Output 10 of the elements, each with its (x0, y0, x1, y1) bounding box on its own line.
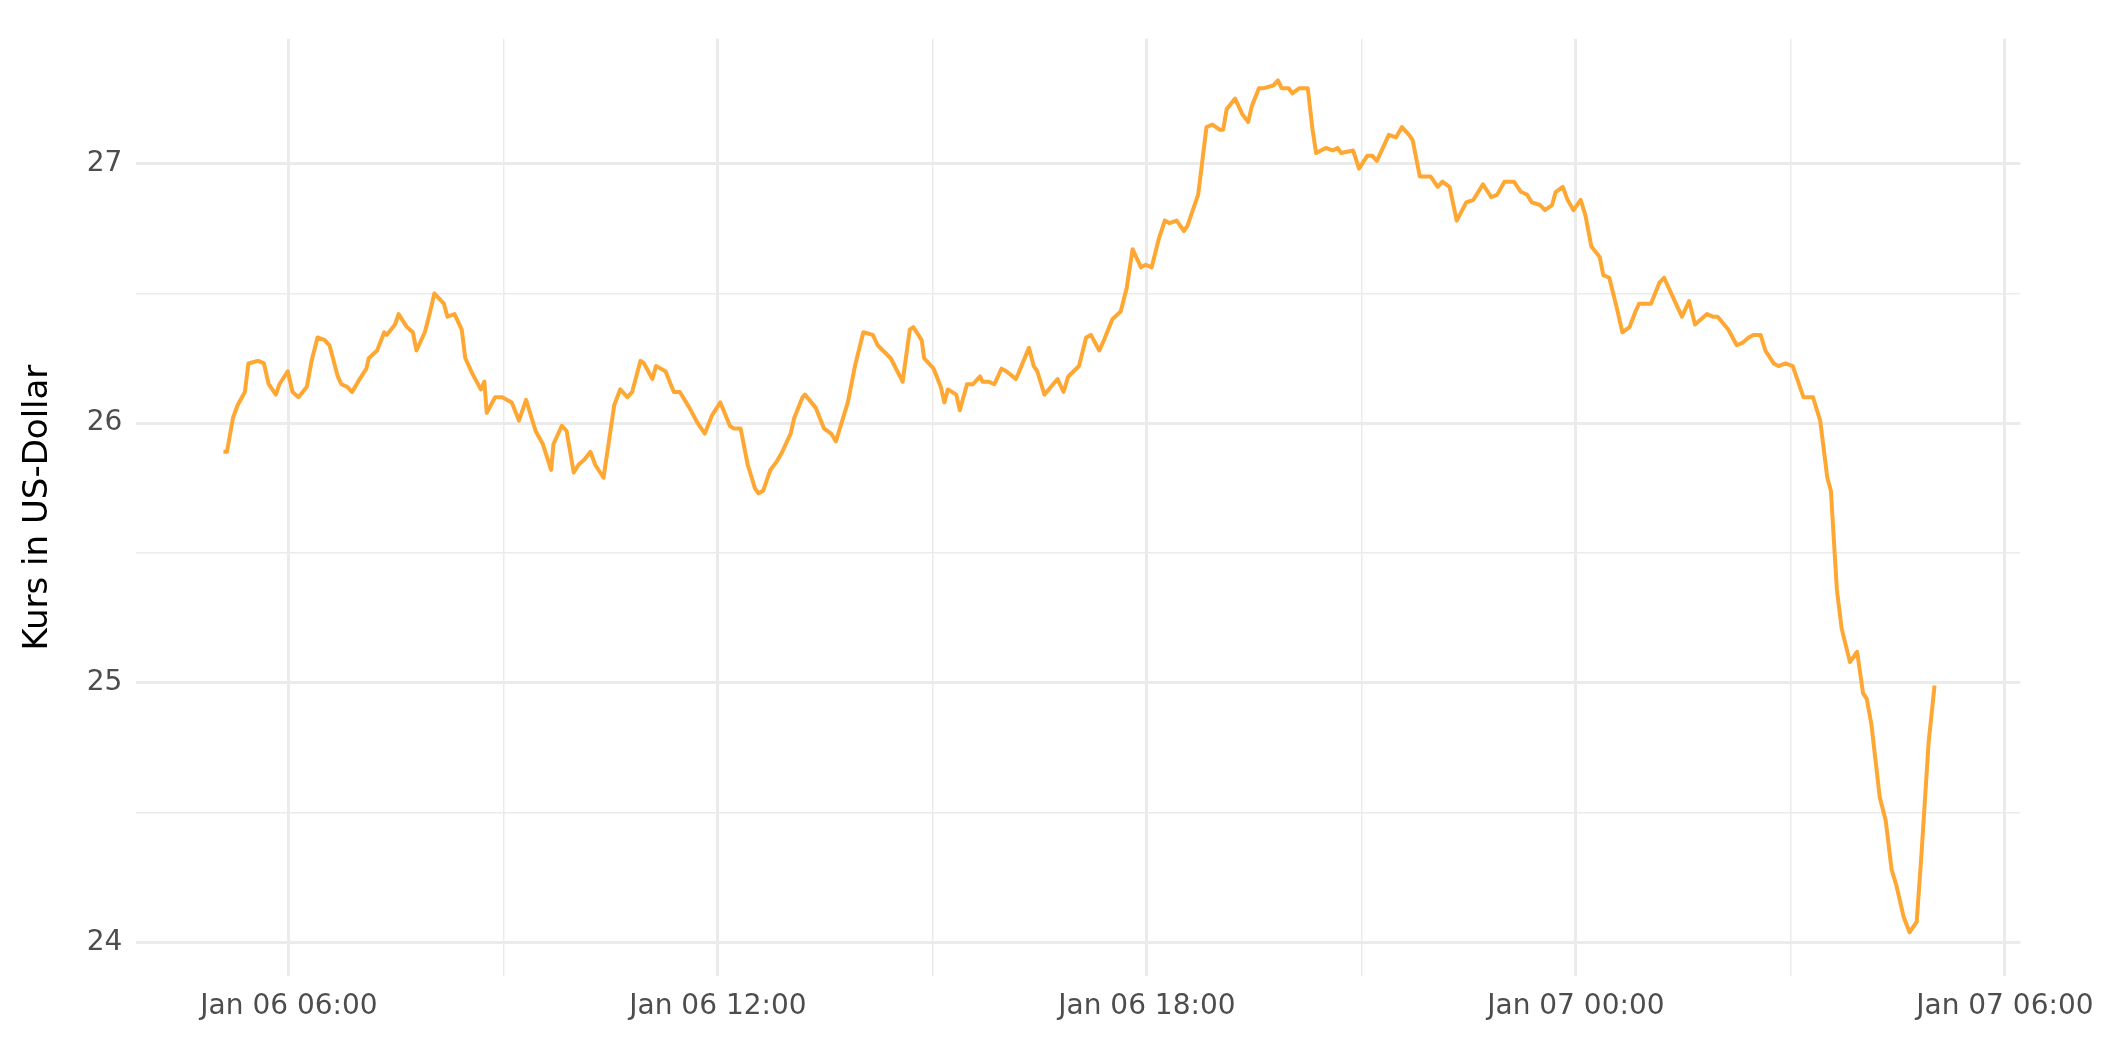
y-tick-label: 26 (86, 404, 123, 438)
x-tick-label: Jan 06 18:00 (1056, 988, 1236, 1022)
x-tick-label: Jan 06 06:00 (198, 988, 378, 1022)
x-tick-label: Jan 07 06:00 (1914, 988, 2094, 1022)
y-tick-label: 25 (86, 664, 123, 698)
y-axis-title: Kurs in US-Dollar (15, 364, 56, 651)
x-tick-label: Jan 07 00:00 (1485, 988, 1665, 1022)
y-tick-label: 27 (86, 144, 123, 178)
y-tick-label: 24 (86, 923, 123, 957)
x-tick-label: Jan 06 12:00 (627, 988, 807, 1022)
